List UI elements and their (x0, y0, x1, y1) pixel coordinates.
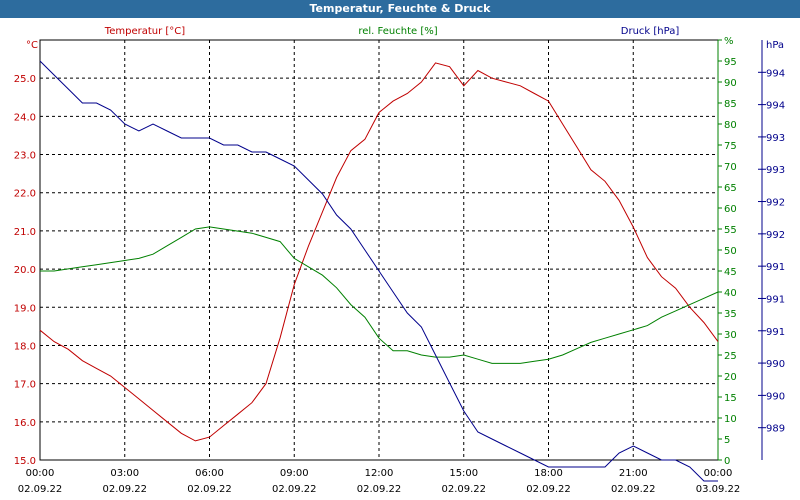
x-tick-date: 02.09.22 (357, 484, 402, 495)
humidity-series-line (40, 226, 719, 364)
humidity-tick-label: 40 (724, 288, 737, 299)
pressure-tick-label: 991 (766, 262, 785, 273)
temperature-tick-label: 16.0 (14, 418, 36, 429)
pressure-tick-label: 994 (766, 68, 785, 79)
humidity-series-label: rel. Feuchte [%] (358, 26, 437, 37)
humidity-tick-label: 75 (724, 141, 737, 152)
temperature-tick-label: 19.0 (14, 303, 36, 314)
x-tick-time: 12:00 (365, 468, 394, 479)
humidity-tick-label: 0 (724, 456, 730, 467)
temperature-tick-label: 20.0 (14, 265, 36, 276)
humidity-tick-label: 90 (724, 78, 737, 89)
x-tick-date: 02.09.22 (441, 484, 486, 495)
pressure-tick-label: 990 (766, 359, 785, 370)
pressure-tick-label: 991 (766, 327, 785, 338)
temperature-tick-label: 25.0 (14, 74, 36, 85)
humidity-tick-label: 65 (724, 183, 737, 194)
x-tick-date: 02.09.22 (18, 484, 63, 495)
x-tick-time: 06:00 (195, 468, 224, 479)
temperature-series-line (39, 62, 719, 442)
x-tick-time: 15:00 (449, 468, 478, 479)
humidity-tick-label: 30 (724, 330, 737, 341)
x-tick-date: 03.09.22 (696, 484, 741, 495)
x-tick-date: 02.09.22 (187, 484, 232, 495)
temperature-unit-label: °C (26, 40, 38, 51)
pressure-tick-label: 991 (766, 294, 785, 305)
temperature-tick-label: 23.0 (14, 151, 36, 162)
chart-area: 15.0 16.0 17.0 18.0 19.0 20.0 21.0 22.0 23.0 24.0… (14, 26, 785, 495)
pressure-series-label: Druck [hPa] (621, 26, 680, 37)
x-tick-date: 02.09.22 (102, 484, 147, 495)
humidity-tick-label: 60 (724, 204, 737, 215)
x-tick-time: 21:00 (619, 468, 648, 479)
temperature-tick-label: 15.0 (14, 456, 36, 467)
x-tick-date: 02.09.22 (272, 484, 317, 495)
humidity-tick-label: 20 (724, 372, 737, 383)
humidity-tick-label: 10 (724, 414, 737, 425)
pressure-tick-label: 990 (766, 391, 785, 402)
pressure-tick-label: 992 (766, 198, 785, 209)
temperature-series-label: Temperatur [°C] (104, 26, 185, 37)
humidity-axis: 0 5 10 15 20 25 30 35 40 45 50 55 60 65 70 75 80 85 90 95% (718, 36, 737, 467)
humidity-tick-label: 95 (724, 57, 737, 68)
temperature-axis: 15.0 16.0 17.0 18.0 19.0 20.0 21.0 22.0 23.0 24.0… (14, 74, 36, 467)
grid (40, 40, 718, 460)
pressure-unit-label: hPa (766, 40, 784, 51)
x-tick-time: 03:00 (110, 468, 139, 479)
humidity-tick-label: 70 (724, 162, 737, 173)
pressure-series-line (39, 60, 718, 482)
temperature-tick-label: 24.0 (14, 112, 36, 123)
humidity-tick-label: 35 (724, 309, 737, 320)
humidity-tick-label: 45 (724, 267, 737, 278)
pressure-tick-label: 994 (766, 101, 785, 112)
humidity-tick-label: 15 (724, 393, 737, 404)
humidity-tick-label: % (724, 36, 734, 47)
pressure-tick-label: 993 (766, 165, 785, 176)
x-tick-time: 09:00 (280, 468, 309, 479)
temperature-tick-label: 22.0 (14, 189, 36, 200)
series-group (39, 60, 719, 482)
humidity-tick-label: 25 (724, 351, 737, 362)
x-tick-date: 02.09.22 (526, 484, 571, 495)
humidity-tick-label: 5 (724, 435, 730, 446)
pressure-axis: 989 990 990 991 991 991 992 992 993 993 994 994 (758, 68, 785, 435)
x-axis: 00:00 02.09.22 03:00 02.09.22 06:00 02.09.22 0… (18, 468, 741, 495)
x-tick-time: 18:00 (534, 468, 563, 479)
chart-title: Temperatur, Feuchte & Druck (0, 0, 800, 18)
humidity-tick-label: 55 (724, 225, 737, 236)
pressure-tick-label: 993 (766, 133, 785, 144)
humidity-tick-label: 85 (724, 99, 737, 110)
pressure-tick-label: 992 (766, 230, 785, 241)
humidity-tick-label: 80 (724, 120, 737, 131)
humidity-tick-label: 50 (724, 246, 737, 257)
x-tick-time: 00:00 (26, 468, 55, 479)
temperature-tick-label: 18.0 (14, 341, 36, 352)
temperature-tick-label: 17.0 (14, 380, 36, 391)
x-tick-date: 02.09.22 (611, 484, 656, 495)
x-tick-time: 00:00 (704, 468, 733, 479)
pressure-tick-label: 989 (766, 424, 785, 435)
temperature-tick-label: 21.0 (14, 227, 36, 238)
